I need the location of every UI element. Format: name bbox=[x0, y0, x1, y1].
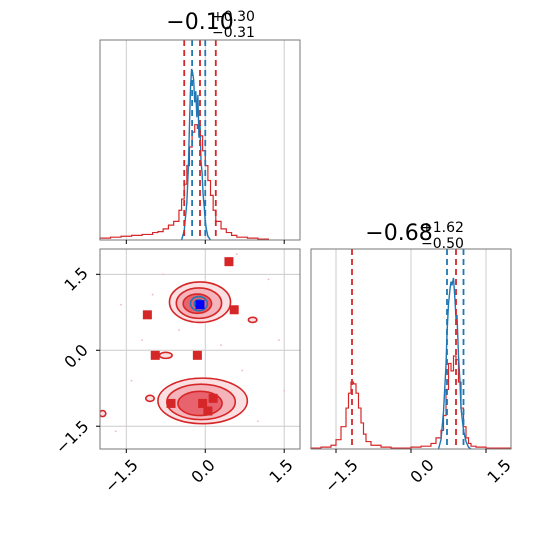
red-square-marker bbox=[198, 398, 208, 408]
background-sample bbox=[235, 253, 238, 255]
contour-island bbox=[158, 351, 173, 360]
y-marginal-title: −0.68 bbox=[365, 221, 432, 246]
red-square-marker bbox=[142, 310, 152, 320]
blue-contour-outer bbox=[189, 295, 209, 312]
background-sample bbox=[267, 278, 270, 281]
y-marginal-title-plus: +1.62 bbox=[421, 220, 464, 236]
background-sample bbox=[114, 430, 117, 433]
red-square-marker bbox=[203, 406, 213, 416]
contour-island bbox=[247, 316, 258, 324]
background-sample bbox=[151, 293, 154, 296]
background-sample bbox=[220, 344, 222, 347]
red-square-marker bbox=[166, 398, 176, 408]
red-square-marker bbox=[208, 393, 218, 403]
blue-square-marker bbox=[195, 300, 205, 310]
x-marginal-title: −0.10 bbox=[166, 10, 233, 35]
x-marginal-title-minus: −0.31 bbox=[212, 25, 255, 41]
joint-frame bbox=[99, 248, 301, 450]
red-square-marker bbox=[192, 350, 202, 360]
background-sample bbox=[278, 339, 280, 342]
background-sample bbox=[141, 339, 144, 342]
y-marginal-title-minus: −0.50 bbox=[421, 236, 464, 252]
background-sample bbox=[120, 303, 122, 306]
background-sample bbox=[241, 369, 244, 372]
red-square-marker bbox=[224, 257, 234, 267]
red-histogram bbox=[99, 124, 270, 240]
x-marginal-title-plus: +0.30 bbox=[212, 9, 255, 25]
joint-contour-panel bbox=[96, 248, 301, 453]
background-sample bbox=[162, 273, 165, 276]
x-marginal-frame bbox=[99, 39, 301, 241]
background-sample bbox=[256, 420, 259, 423]
background-sample bbox=[178, 329, 180, 331]
joint-plot-area bbox=[100, 249, 300, 449]
x-marginal-histogram-panel bbox=[99, 39, 301, 244]
red-square-marker bbox=[229, 305, 239, 315]
contour-island bbox=[100, 409, 107, 418]
y-marginal-histogram-panel bbox=[310, 248, 512, 453]
background-sample bbox=[283, 389, 286, 392]
contour-island bbox=[144, 394, 156, 403]
background-sample bbox=[130, 379, 133, 382]
red-square-marker bbox=[150, 350, 160, 360]
